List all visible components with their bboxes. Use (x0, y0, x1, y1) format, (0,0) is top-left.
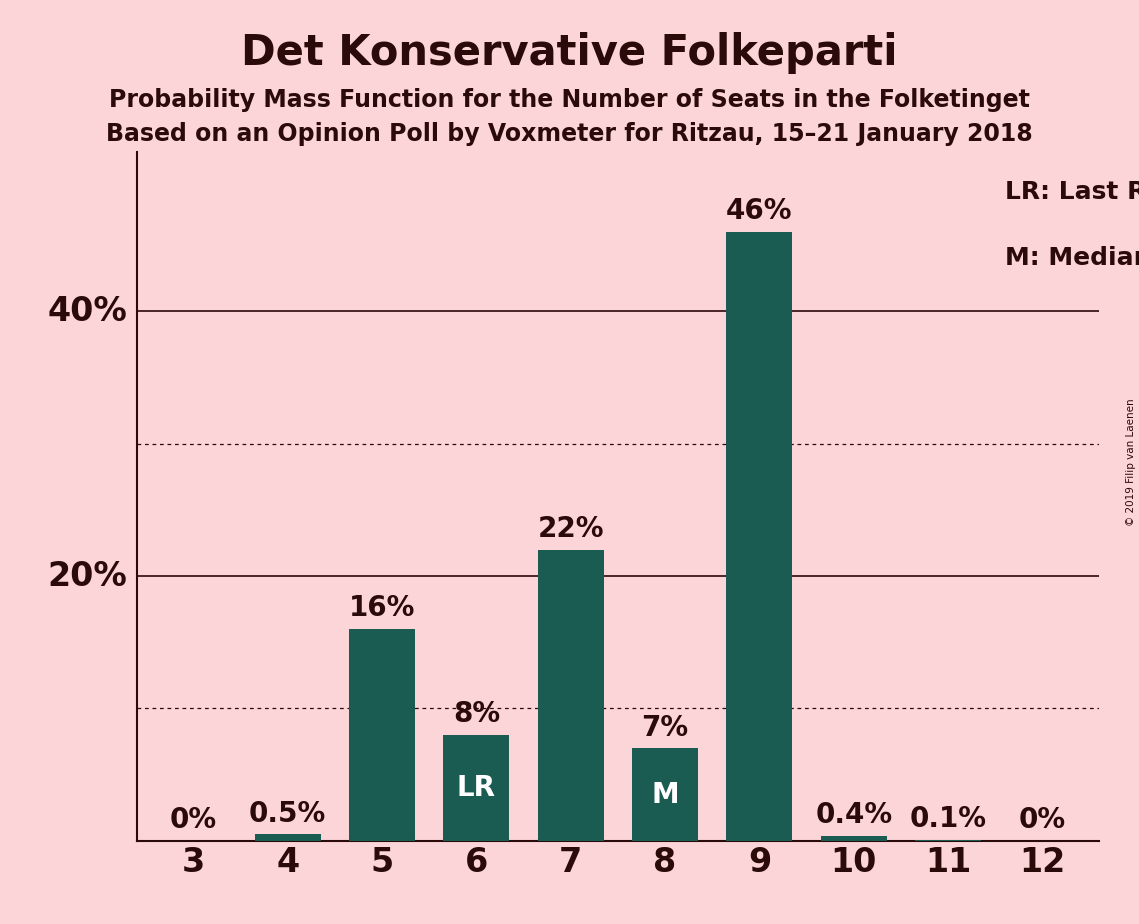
Bar (632, 748, 698, 841)
Text: 16%: 16% (349, 594, 416, 623)
Text: 0.4%: 0.4% (816, 801, 892, 829)
Bar (727, 232, 793, 841)
Text: 0.5%: 0.5% (249, 799, 326, 828)
Text: 46%: 46% (727, 197, 793, 225)
Text: Based on an Opinion Poll by Voxmeter for Ritzau, 15–21 January 2018: Based on an Opinion Poll by Voxmeter for… (106, 122, 1033, 146)
Bar (821, 835, 887, 841)
Bar (255, 834, 321, 841)
Text: 8%: 8% (453, 700, 500, 728)
Text: LR: Last Result: LR: Last Result (1005, 180, 1139, 204)
Text: M: M (652, 781, 679, 808)
Bar (538, 550, 604, 841)
Text: M: Median: M: Median (1005, 247, 1139, 271)
Text: 22%: 22% (538, 515, 604, 543)
Text: 7%: 7% (641, 713, 689, 742)
Text: LR: LR (457, 774, 495, 802)
Text: 0%: 0% (1019, 807, 1066, 834)
Text: Det Konservative Folkeparti: Det Konservative Folkeparti (241, 32, 898, 74)
Text: © 2019 Filip van Laenen: © 2019 Filip van Laenen (1126, 398, 1136, 526)
Text: 40%: 40% (48, 295, 128, 328)
Bar (443, 735, 509, 841)
Bar (915, 840, 981, 841)
Text: Probability Mass Function for the Number of Seats in the Folketinget: Probability Mass Function for the Number… (109, 88, 1030, 112)
Text: 0%: 0% (170, 807, 216, 834)
Text: 0.1%: 0.1% (910, 805, 986, 833)
Text: 20%: 20% (48, 560, 128, 592)
Bar (349, 629, 415, 841)
